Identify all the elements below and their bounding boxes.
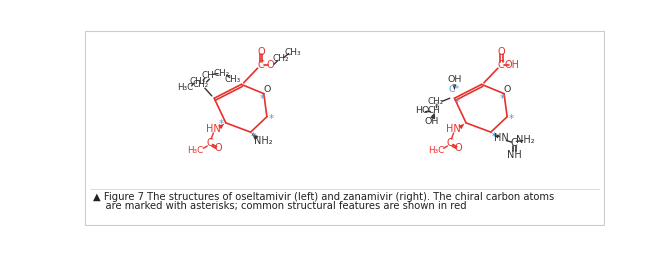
Polygon shape	[493, 134, 499, 138]
Text: C: C	[446, 138, 453, 148]
Text: NH₂: NH₂	[254, 136, 272, 146]
Text: *: *	[218, 119, 224, 130]
Text: H₃C: H₃C	[187, 146, 204, 155]
Polygon shape	[458, 124, 464, 129]
Text: OH: OH	[424, 117, 438, 126]
Text: CH₂: CH₂	[214, 69, 230, 78]
Text: *: *	[269, 114, 274, 124]
Polygon shape	[452, 84, 456, 90]
Text: H₃C: H₃C	[177, 83, 194, 92]
Text: C: C	[257, 60, 264, 70]
Text: O: O	[503, 85, 511, 93]
Text: HN: HN	[495, 133, 509, 143]
Text: HN: HN	[446, 124, 461, 134]
Text: *: *	[251, 132, 256, 142]
Text: ▲ Figure 7 The structures of oseltamivir (left) and zanamivir (right). The chira: ▲ Figure 7 The structures of oseltamivir…	[93, 192, 554, 202]
Text: *: *	[259, 94, 265, 104]
Text: CH: CH	[202, 71, 214, 80]
Text: *: *	[509, 114, 514, 124]
Text: *: *	[491, 132, 497, 142]
Text: CH₂: CH₂	[273, 54, 289, 64]
Text: O: O	[263, 85, 271, 93]
Text: CH₂: CH₂	[192, 80, 208, 89]
Text: C: C	[511, 138, 517, 148]
Text: C*: C*	[449, 85, 460, 93]
Text: HO: HO	[415, 106, 429, 115]
Text: *: *	[455, 98, 460, 108]
Text: OH: OH	[504, 60, 519, 70]
Text: CH₃: CH₃	[224, 75, 241, 84]
Text: OH: OH	[448, 75, 462, 84]
Text: C: C	[497, 60, 504, 70]
Text: O: O	[257, 47, 265, 57]
Text: C: C	[206, 138, 213, 148]
Text: O: O	[454, 142, 462, 152]
Text: *: *	[500, 94, 505, 104]
Text: HN: HN	[206, 124, 221, 134]
Text: O: O	[267, 60, 275, 70]
Text: NH₂: NH₂	[517, 135, 535, 145]
Text: CH: CH	[428, 106, 441, 115]
Text: CH₂: CH₂	[427, 97, 444, 106]
Text: are marked with asterisks; common structural features are shown in red: are marked with asterisks; common struct…	[93, 201, 467, 211]
Text: NH: NH	[507, 150, 521, 160]
Text: CH₃: CH₃	[284, 47, 301, 57]
Text: CH₂: CH₂	[189, 77, 205, 86]
Text: H₃C: H₃C	[427, 146, 444, 155]
Text: O: O	[497, 47, 505, 57]
Text: *: *	[435, 102, 439, 112]
Polygon shape	[218, 124, 224, 129]
Text: O: O	[214, 142, 222, 152]
